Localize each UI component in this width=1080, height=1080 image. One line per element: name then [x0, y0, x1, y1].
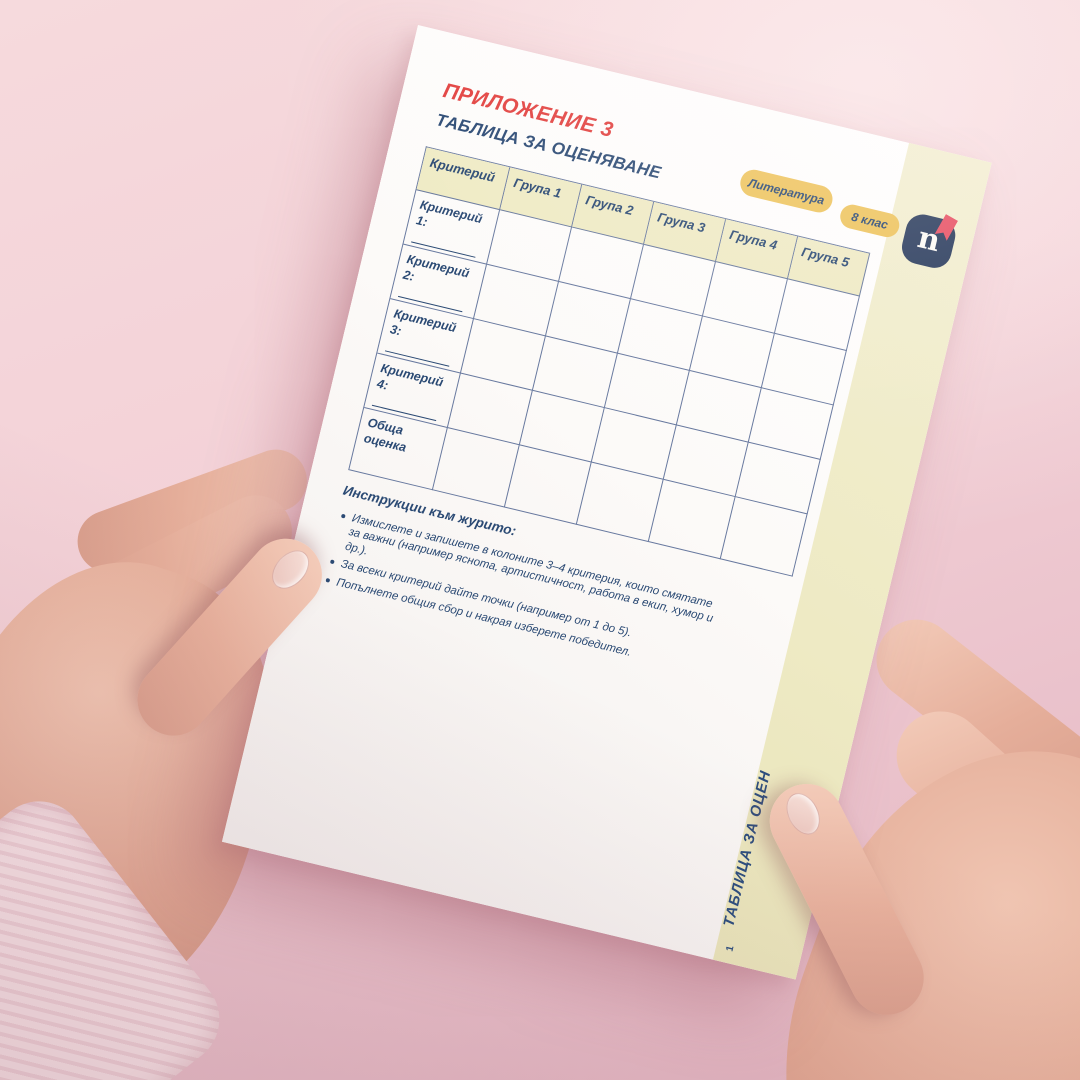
- bullet-dot-icon: [340, 513, 346, 519]
- left-thumbnail: [264, 543, 317, 596]
- grade-badge: 8 клас: [837, 202, 902, 240]
- page-number: 1: [724, 944, 737, 953]
- bullet-dot-icon: [325, 577, 331, 583]
- bullet-dot-icon: [329, 559, 335, 565]
- row-label-text: Обща оценка: [362, 415, 408, 455]
- subject-badge: Литература: [737, 166, 836, 216]
- strip-vertical-title: ТАБЛИЦА ЗА ОЦЕН: [720, 768, 775, 929]
- right-thumbnail: [779, 787, 827, 841]
